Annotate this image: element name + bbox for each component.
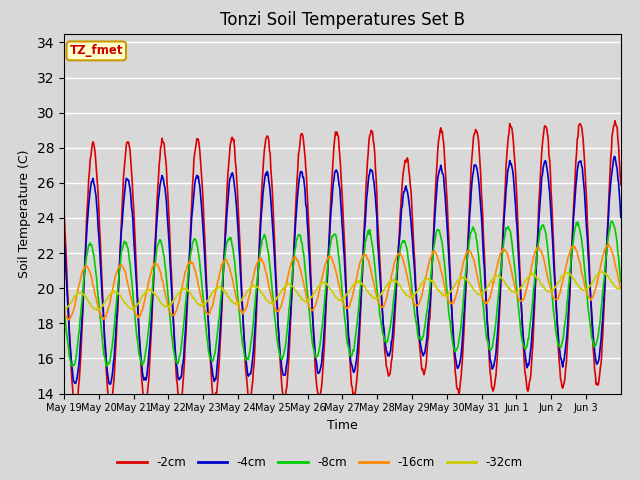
Line: -32cm: -32cm xyxy=(64,272,621,311)
-2cm xyxy=(228,134,236,140)
-4cm xyxy=(277,357,285,363)
Line: -2cm: -2cm xyxy=(64,121,621,409)
-16cm xyxy=(256,254,264,260)
-16cm xyxy=(617,285,625,290)
Title: Tonzi Soil Temperatures Set B: Tonzi Soil Temperatures Set B xyxy=(220,11,465,29)
-32cm xyxy=(617,286,625,291)
-32cm xyxy=(400,288,408,294)
Line: -16cm: -16cm xyxy=(64,244,621,320)
-32cm xyxy=(255,287,263,293)
-4cm xyxy=(611,154,618,159)
-2cm xyxy=(72,406,79,412)
-2cm xyxy=(611,118,619,124)
-2cm xyxy=(256,223,264,228)
-16cm xyxy=(126,291,134,297)
-8cm xyxy=(617,279,625,285)
-4cm xyxy=(401,189,408,194)
-4cm xyxy=(256,235,264,240)
-2cm xyxy=(277,372,285,377)
-16cm xyxy=(277,304,285,310)
Y-axis label: Soil Temperature (C): Soil Temperature (C) xyxy=(18,149,31,278)
-16cm xyxy=(401,263,408,268)
-2cm xyxy=(617,181,625,187)
-8cm xyxy=(228,243,236,249)
-8cm xyxy=(277,355,285,360)
-16cm xyxy=(432,250,440,256)
-16cm xyxy=(65,317,72,323)
X-axis label: Time: Time xyxy=(327,419,358,432)
-4cm xyxy=(432,201,440,207)
-32cm xyxy=(598,269,606,275)
-2cm xyxy=(60,206,68,212)
-8cm xyxy=(432,233,440,239)
-2cm xyxy=(432,183,440,189)
-2cm xyxy=(401,161,408,167)
-16cm xyxy=(228,276,236,282)
-32cm xyxy=(276,290,284,296)
-16cm xyxy=(605,241,612,247)
Line: -8cm: -8cm xyxy=(64,221,621,366)
-4cm xyxy=(126,186,134,192)
Text: TZ_fmet: TZ_fmet xyxy=(70,44,123,58)
-16cm xyxy=(60,307,68,312)
-8cm xyxy=(126,261,134,267)
-4cm xyxy=(228,170,236,176)
Line: -4cm: -4cm xyxy=(64,156,621,384)
-8cm xyxy=(256,250,264,256)
-32cm xyxy=(125,305,133,311)
-4cm xyxy=(60,236,68,241)
-32cm xyxy=(431,283,439,288)
-4cm xyxy=(617,215,625,220)
-32cm xyxy=(60,308,68,313)
-8cm xyxy=(401,238,408,244)
-8cm xyxy=(60,301,68,307)
Legend: -2cm, -4cm, -8cm, -16cm, -32cm: -2cm, -4cm, -8cm, -16cm, -32cm xyxy=(113,452,527,474)
-2cm xyxy=(126,148,134,154)
-32cm xyxy=(228,299,236,305)
-8cm xyxy=(607,218,615,224)
-4cm xyxy=(106,381,113,387)
-8cm xyxy=(69,363,77,369)
